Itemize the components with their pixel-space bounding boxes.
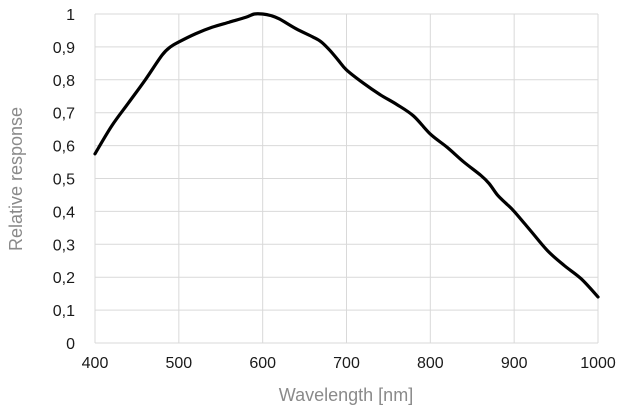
y-tick-label: 0,9 bbox=[53, 40, 75, 57]
series-line bbox=[93, 12, 600, 299]
y-tick-label: 0,3 bbox=[53, 237, 75, 254]
y-tick-label: 1 bbox=[66, 7, 75, 24]
x-tick-label: 800 bbox=[417, 355, 444, 372]
y-tick-label: 0,1 bbox=[53, 303, 75, 320]
x-tick-label: 500 bbox=[165, 355, 192, 372]
y-axis-title: Relative response bbox=[6, 107, 26, 251]
x-tick-label: 900 bbox=[501, 355, 528, 372]
x-tick-label: 1000 bbox=[580, 355, 616, 372]
y-tick-label: 0,8 bbox=[53, 73, 75, 90]
x-tick-label: 400 bbox=[82, 355, 109, 372]
x-tick-label: 600 bbox=[249, 355, 276, 372]
y-tick-label: 0 bbox=[66, 336, 75, 353]
x-axis-ticks: 400 500 600 700 800 900 1000 bbox=[82, 355, 616, 372]
y-tick-label: 0,5 bbox=[53, 172, 75, 189]
grid bbox=[94, 13, 599, 344]
x-tick-label: 700 bbox=[333, 355, 360, 372]
y-tick-label: 0,7 bbox=[53, 106, 75, 123]
y-tick-label: 0,4 bbox=[53, 204, 75, 221]
series bbox=[93, 12, 600, 299]
y-tick-label: 0,2 bbox=[53, 270, 75, 287]
y-axis-ticks: 0 0,1 0,2 0,3 0,4 0,5 0,6 0,7 0,8 0,9 1 bbox=[53, 7, 75, 353]
y-tick-label: 0,6 bbox=[53, 139, 75, 156]
x-axis-title: Wavelength [nm] bbox=[279, 385, 413, 405]
